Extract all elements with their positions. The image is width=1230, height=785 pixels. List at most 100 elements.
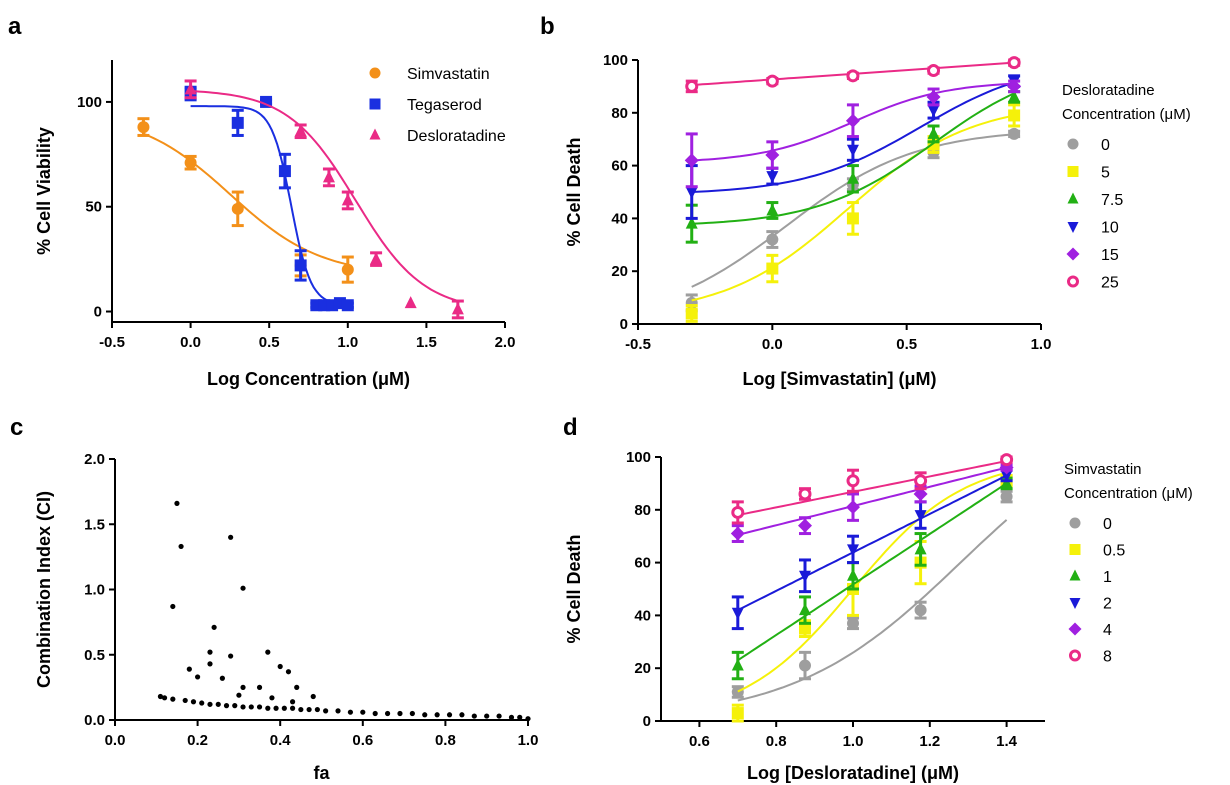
data-point <box>517 714 523 720</box>
data-point <box>178 543 184 550</box>
y-tick-label: 60 <box>634 555 651 572</box>
data-point <box>240 585 246 591</box>
data-point <box>685 307 698 320</box>
x-axis-title: Log [Desloratadine] (μM) <box>747 763 959 783</box>
data-point <box>184 156 197 169</box>
data-point <box>685 79 699 93</box>
data-point <box>219 675 225 681</box>
y-axis-title: % Cell Death <box>564 137 584 246</box>
legend-title: Simvastatin <box>1064 461 1142 478</box>
legend-label: 1 <box>1103 569 1112 586</box>
y-tick-label: 0 <box>94 304 102 321</box>
data-point <box>484 713 490 719</box>
series-Tegaserod <box>184 85 354 312</box>
x-tick-label: 1.0 <box>843 733 864 750</box>
legend-marker <box>1069 598 1081 609</box>
legend-label: 5 <box>1101 165 1110 182</box>
legend-marker <box>1067 166 1079 177</box>
data-point <box>731 505 745 519</box>
data-point <box>322 170 335 183</box>
data-point <box>240 704 246 710</box>
data-point <box>766 171 779 184</box>
legend-marker <box>1067 192 1079 204</box>
data-point <box>847 617 859 630</box>
y-tick-label: 1.0 <box>84 582 105 599</box>
fit-curve <box>737 466 1007 536</box>
data-point <box>182 697 188 704</box>
data-point <box>341 263 354 276</box>
y-axis-title: % Cell Viability <box>34 127 54 255</box>
y-tick-label: 0.5 <box>84 647 105 664</box>
data-point <box>161 695 168 701</box>
y-tick-label: 0 <box>643 713 651 730</box>
data-point <box>1000 490 1013 503</box>
legend-label: 4 <box>1103 622 1112 639</box>
data-point <box>525 716 531 722</box>
data-point <box>846 474 860 488</box>
data-point <box>190 699 197 705</box>
fit-curve <box>737 519 1008 702</box>
legend-label: Tegaserod <box>407 97 482 114</box>
data-point <box>847 568 859 581</box>
y-tick-label: 20 <box>634 660 651 677</box>
legend-label: 2 <box>1103 596 1112 613</box>
data-point <box>799 622 811 635</box>
series-25 <box>685 56 1021 94</box>
data-point <box>1000 470 1013 483</box>
data-point <box>731 685 744 698</box>
data-point <box>409 710 415 717</box>
data-point <box>289 705 296 711</box>
data-point <box>240 684 246 690</box>
panel-label-d: d <box>563 414 578 441</box>
chart-panel-c: 0.0 0.2 0.4 0.6 0.8 1.0 0.0 0.5 1.0 1.5 2.0 fa Combi… <box>34 451 538 783</box>
data-point <box>927 64 941 78</box>
data-point <box>273 705 279 711</box>
data-point <box>347 709 354 715</box>
legend-marker <box>1069 649 1081 662</box>
data-point <box>845 113 860 128</box>
data-point <box>1008 89 1021 102</box>
data-point <box>184 82 197 95</box>
y-tick-label: 50 <box>85 199 102 216</box>
x-tick-label: -0.5 <box>99 334 125 351</box>
x-tick-label: -0.5 <box>625 336 651 353</box>
data-point <box>294 684 300 690</box>
legend: Desloratadine Concentration (μM) 0 5 7.5 10 15… <box>1062 82 1191 292</box>
legend-marker <box>1067 275 1079 288</box>
data-point <box>278 165 291 178</box>
data-point <box>1008 127 1021 140</box>
data-point <box>927 126 940 139</box>
data-point <box>397 710 403 717</box>
x-axis-title: fa <box>313 763 330 783</box>
panel-label-c: c <box>10 414 23 441</box>
data-point <box>731 607 744 620</box>
series-0.5 <box>731 471 1013 723</box>
legend-marker <box>369 98 381 110</box>
data-point <box>798 518 812 533</box>
data-point <box>294 124 307 137</box>
data-point <box>294 259 307 272</box>
data-point <box>846 500 860 515</box>
data-point <box>914 474 928 488</box>
y-tick-label: 80 <box>634 502 651 519</box>
data-point <box>798 487 812 501</box>
data-point <box>360 709 366 715</box>
series-1 <box>731 476 1013 681</box>
data-point <box>341 193 354 206</box>
y-tick-label: 40 <box>611 210 628 227</box>
data-point <box>256 704 263 710</box>
data-point <box>223 703 230 709</box>
x-tick-label: 0.8 <box>766 733 787 750</box>
y-axis-title: Combination Index (CI) <box>34 491 54 688</box>
data-point <box>731 707 744 720</box>
data-point <box>310 693 316 700</box>
data-point <box>914 510 927 523</box>
legend-label: 0.5 <box>1103 543 1125 560</box>
data-point <box>256 684 263 690</box>
data-point <box>370 252 383 265</box>
series-15 <box>684 79 1022 189</box>
data-point <box>289 699 296 705</box>
x-tick-label: 0.5 <box>259 334 280 351</box>
panel-label-b: b <box>540 13 555 40</box>
data-point <box>372 710 378 717</box>
